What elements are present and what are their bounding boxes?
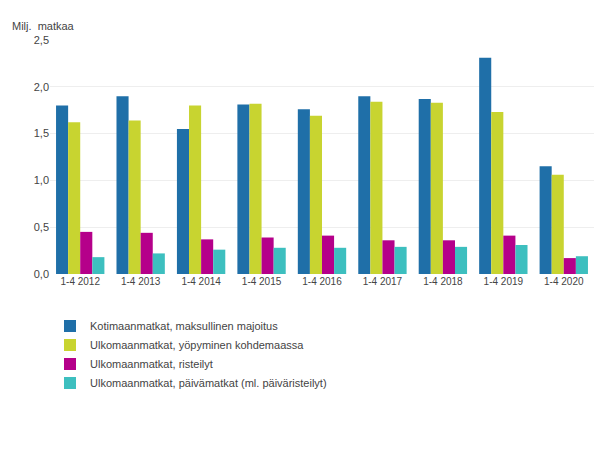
svg-text:1-4 2014: 1-4 2014	[181, 276, 221, 287]
svg-text:1,0: 1,0	[34, 174, 49, 186]
svg-text:0,0: 0,0	[34, 268, 49, 280]
svg-text:1-4 2015: 1-4 2015	[242, 276, 282, 287]
svg-text:2,0: 2,0	[34, 81, 49, 93]
svg-text:1-4 2017: 1-4 2017	[363, 276, 403, 287]
svg-text:Ulkomaanmatkat, risteilyt: Ulkomaanmatkat, risteilyt	[90, 358, 213, 370]
svg-text:1-4 2018: 1-4 2018	[423, 276, 463, 287]
svg-text:0,5: 0,5	[34, 221, 49, 233]
svg-text:Milj. matkaa: Milj. matkaa	[12, 20, 75, 32]
svg-text:1-4 2020: 1-4 2020	[544, 276, 584, 287]
svg-text:1-4 2019: 1-4 2019	[484, 276, 524, 287]
svg-text:1,5: 1,5	[34, 127, 49, 139]
svg-text:1-4 2012: 1-4 2012	[60, 276, 100, 287]
svg-text:Ulkomaanmatkat, yöpyminen kohd: Ulkomaanmatkat, yöpyminen kohdemaassa	[90, 339, 304, 351]
svg-text:1-4 2013: 1-4 2013	[121, 276, 161, 287]
svg-text:Ulkomaanmatkat, päivämatkat (m: Ulkomaanmatkat, päivämatkat (ml. päiväri…	[90, 377, 327, 389]
svg-text:1-4 2016: 1-4 2016	[302, 276, 342, 287]
svg-text:2,5: 2,5	[34, 34, 49, 46]
svg-text:Kotimaanmatkat, maksullinen ma: Kotimaanmatkat, maksullinen majoitus	[90, 320, 278, 332]
